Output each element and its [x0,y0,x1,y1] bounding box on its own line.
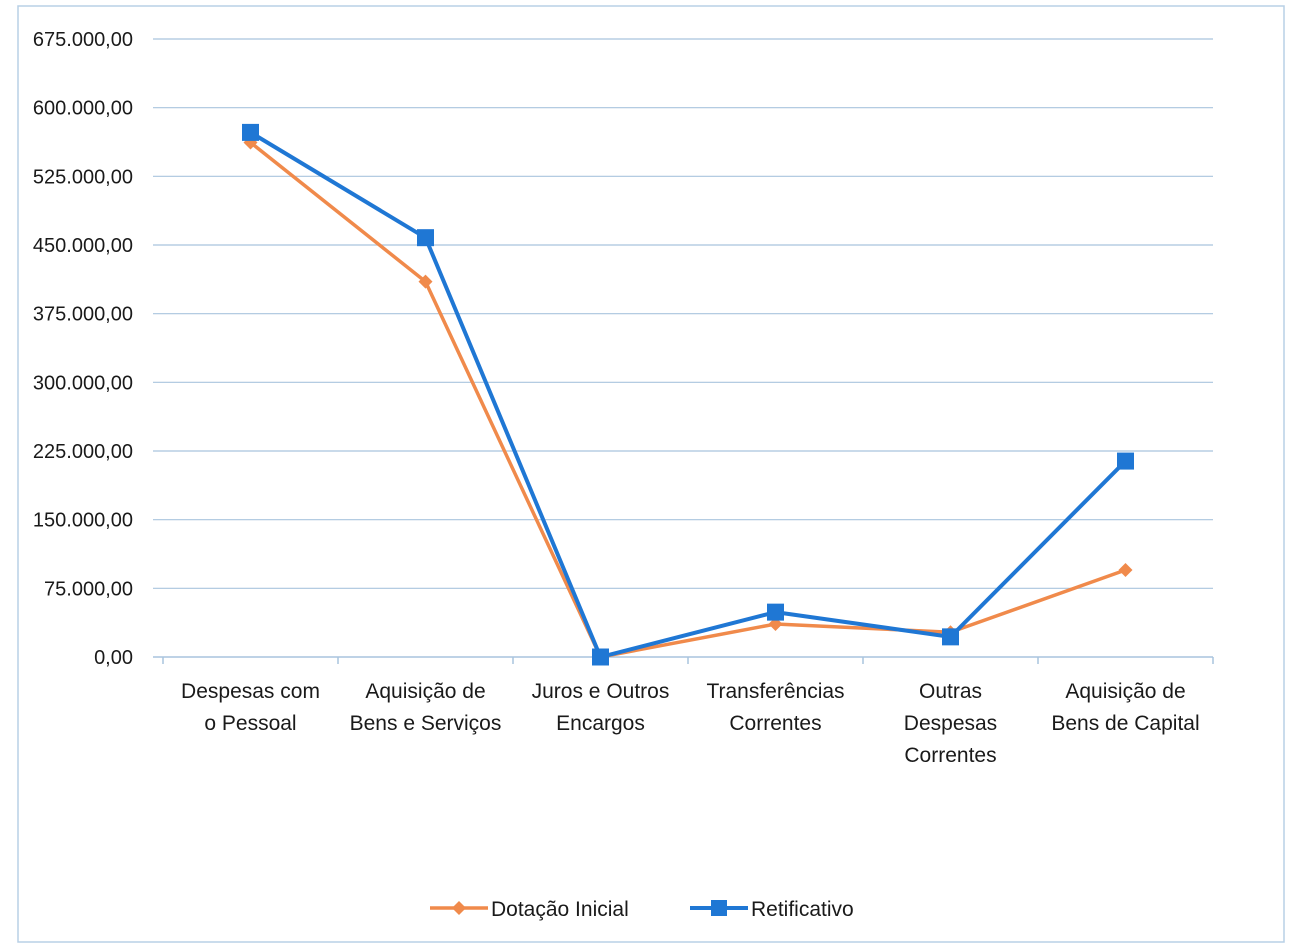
x-tick-label: Outras Despesas Correntes [904,680,997,767]
y-tick-label: 150.000,00 [33,510,133,532]
y-tick-label: 225.000,00 [33,441,133,463]
y-tick-label: 450.000,00 [33,235,133,257]
x-tick-label: Transferências Correntes [706,680,844,735]
legend-label: Retificativo [751,898,854,921]
y-tick-label: 300.000,00 [33,372,133,394]
series-line [249,130,1127,659]
legend-marker [711,900,727,916]
legend-item: Dotação Inicial [430,898,629,921]
data-point [242,123,259,141]
x-tick-label: Aquisição de Bens e Serviços [350,680,502,735]
chart-frame [17,5,1285,943]
x-tick-label: Despesas com o Pessoal [181,680,320,735]
y-tick-label: 600.000,00 [33,98,133,120]
x-tick-label: Juros e Outros Encargos [532,680,670,735]
y-tick-label: 375.000,00 [33,304,133,326]
legend-label: Dotação Inicial [491,898,629,921]
y-tick-label: 0,00 [94,647,133,669]
data-point [767,603,784,621]
series-1 [243,135,1133,664]
x-tick-label: Aquisição de Bens de Capital [1051,680,1199,735]
data-point [942,628,959,646]
y-tick-label: 525.000,00 [33,166,133,188]
data-point [1117,452,1134,470]
data-point [417,229,434,247]
data-point [592,648,609,666]
series-line [249,141,1127,659]
series-2 [242,123,1134,666]
data-point [1118,563,1133,578]
legend-item: Retificativo [690,898,854,921]
y-tick-label: 675.000,00 [33,29,133,51]
legend-marker [452,901,466,915]
y-tick-label: 75.000,00 [44,578,133,600]
data-point [418,274,433,289]
